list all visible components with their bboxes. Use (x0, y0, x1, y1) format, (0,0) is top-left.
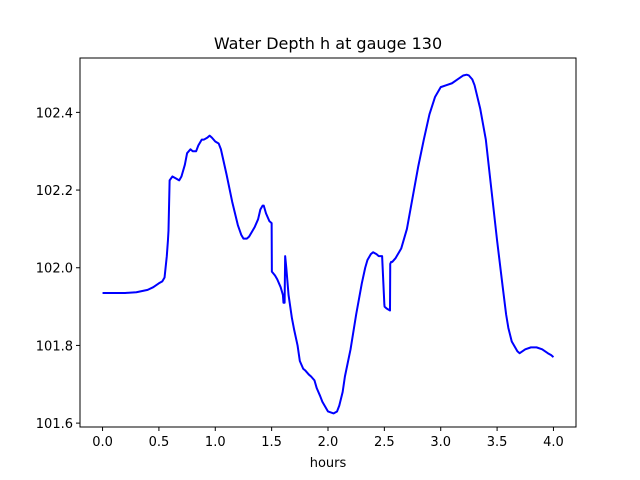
plot-area (79, 57, 577, 428)
x-tick-label: 3.0 (430, 435, 451, 450)
x-tick-label: 0.5 (149, 435, 170, 450)
x-tick-label: 2.0 (318, 435, 339, 450)
x-tick-label: 2.5 (374, 435, 395, 450)
y-tick-label: 101.6 (36, 417, 73, 432)
x-tick-label: 3.5 (487, 435, 508, 450)
chart-title: Water Depth h at gauge 130 (214, 34, 442, 53)
x-tick-label: 1.0 (205, 435, 226, 450)
series-line-0 (102, 73, 555, 415)
x-tick-label: 1.5 (261, 435, 282, 450)
axes-background (80, 58, 576, 427)
x-tick-label: 0.0 (92, 435, 113, 450)
y-axis-ticks: 101.6 101.8 102.0 102.2 102.4 (36, 106, 80, 432)
y-tick-label: 102.4 (36, 106, 73, 121)
series-layer (102, 73, 555, 415)
x-tick-label: 4.0 (543, 435, 564, 450)
y-tick-label: 102.0 (36, 262, 73, 277)
x-axis-ticks: 0.0 0.5 1.0 1.5 2.0 2.5 3.0 3.5 4.0 (92, 427, 564, 450)
x-axis-label: hours (310, 456, 347, 471)
y-tick-label: 102.2 (36, 184, 73, 199)
y-tick-label: 101.8 (36, 339, 73, 354)
